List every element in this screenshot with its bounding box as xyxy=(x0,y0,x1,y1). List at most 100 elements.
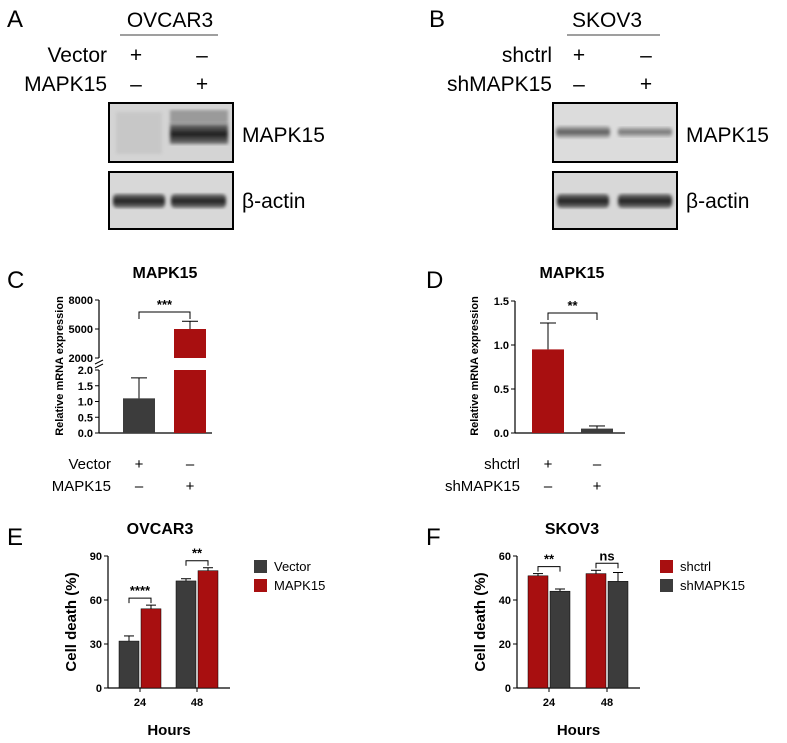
western-blot-actin-a xyxy=(108,171,234,230)
y-tick-label: 0 xyxy=(505,683,511,695)
bar-vector-48 xyxy=(175,580,197,689)
significance-bracket-48 xyxy=(185,560,209,566)
x-axis-label: Hours xyxy=(147,722,190,739)
sign-b-r1-c2: – xyxy=(640,44,652,67)
cond-label-vector: Vector xyxy=(68,456,111,473)
sign-b-r2-c1: – xyxy=(573,73,585,96)
y-axis-label: Cell death (%) xyxy=(63,572,80,671)
panel-letter-b: B xyxy=(429,6,445,33)
panel-a: A OVCAR3 Vector + – MAPK15 – + MAPK15 β-… xyxy=(7,6,325,230)
row-label-shmapk15: shMAPK15 xyxy=(447,73,552,96)
y-tick-label: 1.5 xyxy=(78,381,93,393)
y-tick-label: 0.5 xyxy=(78,412,93,424)
bar-mapk15-24 xyxy=(140,608,162,689)
significance-bracket xyxy=(547,312,598,320)
western-blot-mapk15-a xyxy=(108,102,234,163)
y-tick-label: 5000 xyxy=(69,324,93,336)
condition-table-d: shctrl + – shMAPK15 – + xyxy=(445,456,602,495)
bar-shctrl xyxy=(532,349,564,433)
y-tick-label: 2000 xyxy=(69,353,93,365)
legend-label-mapk15: MAPK15 xyxy=(274,578,325,593)
cond-label-mapk15: MAPK15 xyxy=(52,478,111,495)
panel-letter-d: D xyxy=(426,267,443,294)
panel-letter-f: F xyxy=(426,524,441,551)
x-tick-label: 48 xyxy=(601,697,613,709)
y-tick-label: 1.0 xyxy=(78,397,93,409)
chart-title: OVCAR3 xyxy=(127,521,194,538)
cond-label-shmapk15: shMAPK15 xyxy=(445,478,520,495)
cond-c-r2-c1: – xyxy=(135,478,144,495)
condition-table-c: Vector + – MAPK15 – + xyxy=(52,456,195,495)
legend-swatch-shctrl xyxy=(660,560,673,573)
y-tick-label: 90 xyxy=(90,551,102,563)
blot-label-mapk15-a: MAPK15 xyxy=(242,124,325,147)
bar-shctrl-24 xyxy=(527,575,549,689)
significance-bracket-24-label: **** xyxy=(130,583,151,598)
cond-label-shctrl: shctrl xyxy=(484,456,520,473)
cond-d-r2-c2: + xyxy=(593,478,602,495)
y-tick-label: 8000 xyxy=(69,295,93,307)
y-tick-label: 1.0 xyxy=(494,340,509,352)
significance-bracket-label: ** xyxy=(567,298,578,313)
significance-bracket-48 xyxy=(595,562,619,569)
significance-bracket xyxy=(138,311,191,319)
western-blot-mapk15-b xyxy=(552,102,678,163)
y-axis-label: Relative mRNA expression xyxy=(54,296,66,436)
bar-vector xyxy=(123,398,155,433)
sign-a-r2-c1: – xyxy=(130,73,142,96)
cell-line-title-a: OVCAR3 xyxy=(127,9,213,32)
bar-shctrl-48 xyxy=(585,573,607,689)
chart-c: MAPK15 Relative mRNA expression 0.0 0.5 1.0 1… xyxy=(54,265,212,440)
legend-swatch-shmapk15 xyxy=(660,579,673,592)
significance-bracket-24-label: ** xyxy=(544,552,555,567)
sign-a-r1-c1: + xyxy=(130,44,142,67)
y-tick-label: 20 xyxy=(499,639,511,651)
bar-mapk15-lower xyxy=(174,370,206,433)
y-tick-label: 0.0 xyxy=(494,428,509,440)
panel-b: B SKOV3 shctrl + – shMAPK15 – + MAPK15 β… xyxy=(429,6,769,230)
sign-a-r1-c2: – xyxy=(196,44,208,67)
blot-label-mapk15-b: MAPK15 xyxy=(686,124,769,147)
significance-bracket-24 xyxy=(128,597,152,604)
bar-shmapk15-24 xyxy=(549,590,571,689)
bar-shmapk15 xyxy=(581,428,613,433)
chart-title: SKOV3 xyxy=(545,521,599,538)
bar-vector-24 xyxy=(118,640,140,689)
y-tick-label: 1.5 xyxy=(494,296,509,308)
x-tick-label: 48 xyxy=(191,697,203,709)
legend-label-shctrl: shctrl xyxy=(680,559,711,574)
cond-c-r1-c1: + xyxy=(135,456,144,473)
bar-mapk15-upper xyxy=(174,329,206,358)
significance-bracket-label: *** xyxy=(157,297,173,312)
axis-break-mark xyxy=(94,359,104,365)
legend-label-vector: Vector xyxy=(274,559,312,574)
x-tick-label: 24 xyxy=(543,697,556,709)
bar-mapk15-48 xyxy=(197,570,219,689)
cond-d-r2-c1: – xyxy=(544,478,553,495)
y-tick-label: 0 xyxy=(96,683,102,695)
x-axis-label: Hours xyxy=(557,722,600,739)
significance-bracket-48-label: ** xyxy=(192,546,203,561)
y-tick-label: 2.0 xyxy=(78,365,93,377)
cond-c-r1-c2: – xyxy=(186,456,195,473)
legend-swatch-vector xyxy=(254,560,267,573)
y-tick-label: 40 xyxy=(499,595,511,607)
bar-shmapk15-48 xyxy=(607,581,629,689)
row-label-mapk15: MAPK15 xyxy=(24,73,107,96)
legend-label-shmapk15: shMAPK15 xyxy=(680,578,745,593)
cond-d-r1-c2: – xyxy=(593,456,602,473)
blot-label-actin-b: β-actin xyxy=(686,190,749,213)
western-blot-actin-b xyxy=(552,171,678,230)
sign-b-r2-c2: + xyxy=(640,73,652,96)
legend-swatch-mapk15 xyxy=(254,579,267,592)
x-tick-label: 24 xyxy=(134,697,147,709)
y-axis-label: Relative mRNA expression xyxy=(469,296,481,436)
panel-letter-e: E xyxy=(7,524,23,551)
row-label-vector: Vector xyxy=(47,44,107,67)
chart-d: MAPK15 Relative mRNA expression 0.0 0.5 1.0 1… xyxy=(469,265,625,440)
blot-label-actin-a: β-actin xyxy=(242,190,305,213)
chart-title: MAPK15 xyxy=(133,265,198,282)
y-tick-label: 0.5 xyxy=(494,384,509,396)
sign-a-r2-c2: + xyxy=(196,73,208,96)
